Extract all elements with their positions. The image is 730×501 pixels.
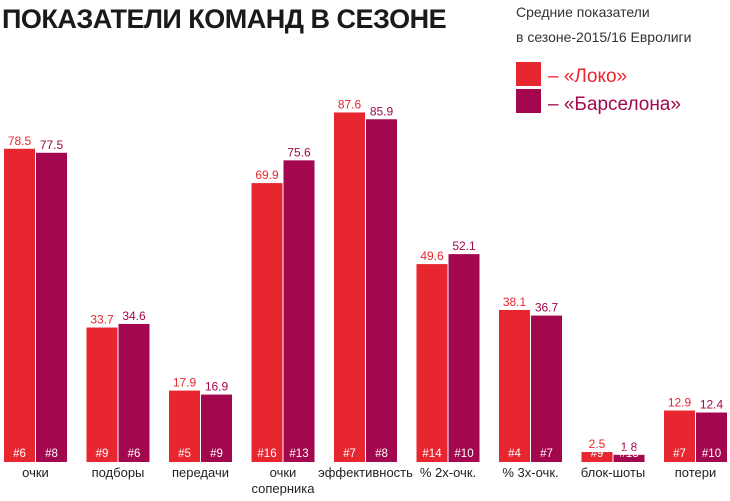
- bar-barcelona-opp-points: [283, 160, 315, 462]
- value-label-barcelona-turnovers: 12.4: [700, 398, 724, 412]
- value-label-barcelona-blocks: 1.8: [621, 440, 638, 454]
- category-label-rebounds: подборы: [92, 465, 145, 480]
- category-label-fg3: % 3х-очк.: [502, 465, 558, 480]
- value-label-loko-assists: 17.9: [173, 376, 197, 390]
- value-label-loko-points: 78.5: [8, 134, 32, 148]
- legend-swatch-barcelona: [516, 89, 541, 113]
- rank-label-loko-fg2: #14: [422, 448, 442, 460]
- rank-label-loko-turnovers: #7: [673, 448, 686, 460]
- rank-label-loko-points: #6: [13, 448, 26, 460]
- bar-loko-fg3: [499, 309, 530, 462]
- bar-barcelona-points: [36, 152, 67, 462]
- category-label-opp-points-line-2: соперника: [251, 481, 315, 496]
- value-label-barcelona-points: 77.5: [40, 138, 64, 152]
- rank-label-barcelona-efficiency: #8: [375, 448, 388, 460]
- bar-loko-opp-points: [251, 183, 283, 462]
- legend-label-loko: – «Локо»: [548, 66, 627, 87]
- value-label-loko-turnovers: 12.9: [668, 396, 692, 410]
- chart-title: ПОКАЗАТЕЛИ КОМАНД В СЕЗОНЕ: [2, 4, 446, 34]
- bar-loko-blocks: [581, 452, 613, 462]
- category-label-blocks: блок-шоты: [581, 465, 646, 480]
- category-label-assists: передачи: [172, 465, 229, 480]
- legend-swatch-loko: [516, 62, 541, 86]
- category-label-opp-points-line-1: очки: [270, 465, 297, 480]
- rank-label-barcelona-turnovers: #10: [702, 448, 721, 460]
- rank-label-barcelona-assists: #9: [210, 448, 223, 460]
- bar-barcelona-rebounds: [118, 323, 150, 462]
- bar-barcelona-blocks: [613, 454, 645, 462]
- category-label-fg2: % 2х-очк.: [420, 465, 476, 480]
- plot-area: 78.5 #6 77.5 #8 очки 33.7 #9 34.6 #6 подборы 17.9 #…: [4, 97, 727, 496]
- value-label-barcelona-efficiency: 85.9: [370, 104, 394, 118]
- value-label-loko-fg3: 38.1: [503, 295, 527, 309]
- rank-label-barcelona-points: #8: [45, 448, 58, 460]
- rank-label-barcelona-fg3: #7: [540, 448, 553, 460]
- value-label-barcelona-rebounds: 34.6: [122, 309, 146, 323]
- value-label-barcelona-opp-points: 75.6: [287, 145, 311, 159]
- rank-label-barcelona-blocks: #13: [619, 448, 638, 460]
- bar-loko-assists: [169, 390, 200, 462]
- rank-label-loko-efficiency: #7: [343, 448, 356, 460]
- value-label-loko-opp-points: 69.9: [255, 168, 279, 182]
- rank-label-loko-opp-points: #16: [257, 448, 276, 460]
- value-label-barcelona-assists: 16.9: [205, 380, 229, 394]
- rank-label-loko-fg3: #4: [508, 448, 521, 460]
- value-label-barcelona-fg2: 52.1: [452, 239, 476, 253]
- category-label-points: очки: [22, 465, 49, 480]
- bar-loko-points: [4, 148, 35, 462]
- value-label-loko-rebounds: 33.7: [90, 313, 114, 327]
- bar-loko-rebounds: [86, 327, 118, 462]
- rank-label-loko-blocks: #9: [591, 448, 604, 460]
- value-label-loko-fg2: 49.6: [420, 249, 444, 263]
- rank-label-loko-assists: #5: [178, 448, 191, 460]
- value-label-loko-efficiency: 87.6: [338, 97, 362, 111]
- chart-subtitle-line-2: в сезоне-2015/16 Евролиги: [516, 29, 692, 45]
- rank-label-barcelona-fg2: #10: [454, 448, 473, 460]
- rank-label-barcelona-opp-points: #13: [289, 448, 308, 460]
- value-label-loko-blocks: 2.5: [589, 437, 606, 451]
- legend-label-barcelona: – «Барселона»: [548, 94, 681, 115]
- bar-barcelona-efficiency: [366, 119, 397, 462]
- rank-label-loko-rebounds: #9: [96, 448, 109, 460]
- bar-loko-efficiency: [334, 112, 365, 462]
- legend: – «Локо» – «Барселона»: [516, 62, 681, 115]
- bar-loko-turnovers: [664, 410, 695, 462]
- rank-label-barcelona-rebounds: #6: [128, 448, 141, 460]
- chart-subtitle-line-1: Средние показатели: [516, 4, 650, 20]
- bar-barcelona-fg2: [448, 254, 480, 462]
- category-label-turnovers: потери: [675, 465, 717, 480]
- bar-loko-fg2: [416, 264, 448, 462]
- bar-barcelona-turnovers: [696, 412, 727, 462]
- category-label-efficiency: эффективность: [318, 465, 413, 480]
- bar-barcelona-assists: [201, 394, 232, 462]
- bar-barcelona-fg3: [531, 315, 562, 462]
- value-label-barcelona-fg3: 36.7: [535, 301, 559, 315]
